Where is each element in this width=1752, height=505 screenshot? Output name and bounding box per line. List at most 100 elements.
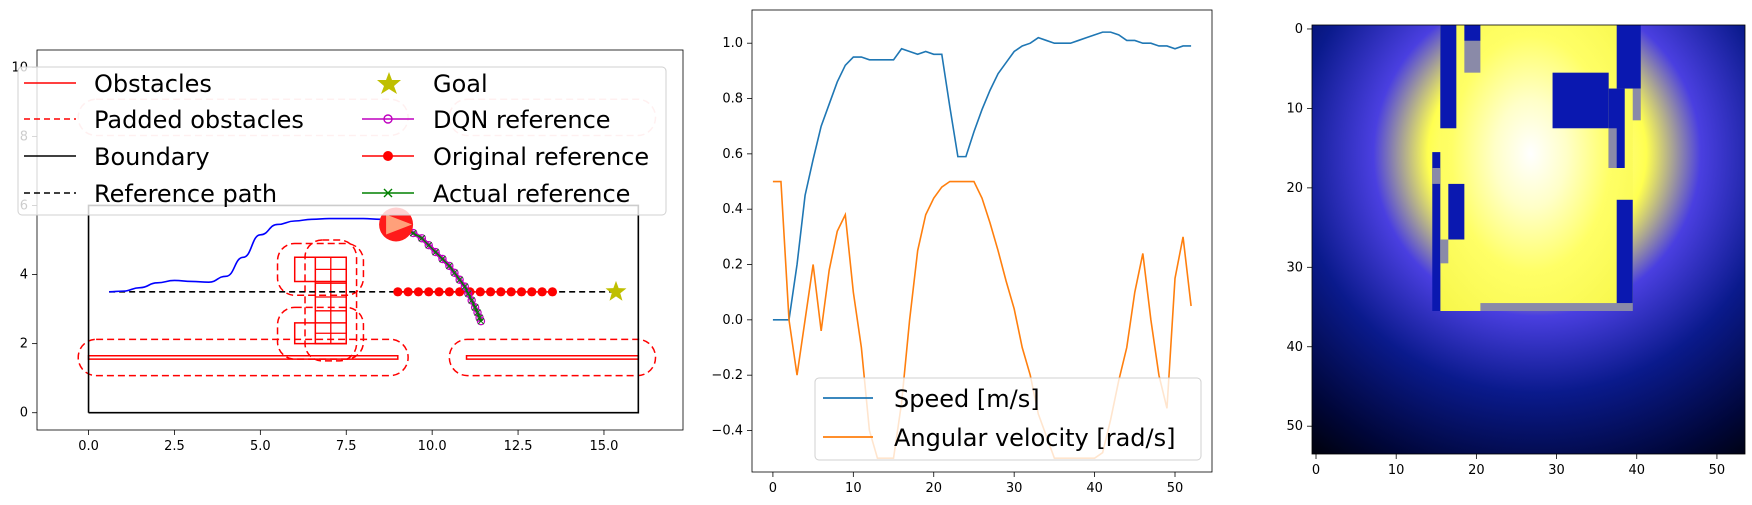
y-tick-label: 0.6 [722, 147, 743, 162]
actual-reference-point [445, 262, 453, 270]
y-ticks-2: −0.4 −0.2 0.0 0.2 0.4 0.6 0.8 1.0 [711, 36, 752, 439]
dqn-reference-point [476, 316, 486, 326]
legend-label: DQN reference [433, 106, 611, 134]
actual-reference-point [464, 290, 472, 297]
y-tick-label: 0.4 [722, 202, 743, 217]
legend-label: Goal [433, 70, 488, 98]
x-tick-label: 12.5 [504, 439, 533, 454]
x-tick-label: 40 [1628, 463, 1645, 478]
original-reference-point [424, 287, 434, 297]
padded-obstacle [304, 239, 358, 362]
actual-reference-point [418, 234, 426, 242]
y-tick-label: 50 [1286, 419, 1303, 434]
padded-obstacle [77, 338, 409, 377]
y-tick-label: 2 [20, 337, 28, 352]
actual-reference-point [439, 255, 446, 263]
obstacle-cell-block [1616, 199, 1633, 311]
dqn-reference-point [445, 261, 454, 271]
x-tick-label: 20 [1468, 463, 1485, 478]
heatmap-edge-cell [1432, 168, 1441, 184]
x-tick-label: 5.0 [250, 439, 271, 454]
original-reference-point [434, 287, 444, 297]
dqn-reference-point [464, 289, 473, 298]
original-reference-point [475, 287, 485, 297]
robot-heading-icon [386, 214, 413, 235]
y-tick-label: 4 [20, 268, 28, 283]
y-tick-label: 0.8 [722, 92, 743, 107]
x-tick-label: 7.5 [336, 439, 357, 454]
original-reference-point [444, 287, 454, 297]
original-reference-point [413, 287, 424, 297]
legend-label: Obstacles [94, 70, 212, 98]
x-tick-label: 20 [925, 481, 942, 496]
obstacle-cell-block [1464, 25, 1481, 41]
obstacle-cell-block [1432, 152, 1441, 311]
heatmap-cells [1432, 25, 1641, 311]
y-tick-label: −0.2 [711, 368, 743, 383]
x-tick-label: 0 [769, 481, 777, 496]
y-tick-label: 0 [1295, 22, 1303, 37]
padded-obstacle [448, 338, 657, 377]
legend-label: Padded obstacles [94, 106, 304, 134]
x-tick-label: 15.0 [589, 439, 618, 454]
heatmap-edge-cell [1480, 303, 1633, 311]
y-tick-label: 0 [20, 406, 28, 421]
axes-frame-3 [1311, 24, 1746, 455]
obstacle-cell-block [1552, 72, 1609, 129]
y-tick-label: 0.0 [722, 313, 743, 328]
dqn-reference-point [470, 303, 480, 312]
original-reference-point [496, 287, 506, 297]
dqn-reference-point [438, 254, 447, 264]
heatmap-edge-cell [1608, 128, 1617, 168]
legend-label: Boundary [94, 143, 210, 171]
legend-label: Reference path [94, 180, 277, 208]
x-ticks-2: 0 10 20 30 40 50 [769, 472, 1184, 496]
dqn-reference-point [431, 247, 440, 257]
original-reference-point [485, 287, 496, 297]
heatmap-edge-cell [1632, 88, 1641, 121]
trajectory [109, 217, 395, 293]
dqn-reference-point [455, 275, 464, 284]
x-tick-label: 30 [1548, 463, 1565, 478]
heatmap-edge-cell [1464, 40, 1481, 73]
actual-reference-point [451, 269, 458, 277]
speed-series-line [772, 31, 1192, 321]
actual-reference-point [474, 309, 481, 316]
x-ticks-3: 0 10 20 30 40 50 [1312, 454, 1725, 478]
legend-entry-padded: Padded obstacles [24, 106, 304, 134]
panel-map: 0.02.55.07.510.012.515.0 0246810 Obstacl… [11, 49, 684, 454]
goal-marker [605, 280, 627, 301]
y-tick-label: −0.4 [711, 424, 743, 439]
x-tick-label: 10.0 [418, 439, 447, 454]
dqn-reference-point [460, 282, 470, 291]
actual-reference-point [432, 248, 439, 256]
actual-reference-line [404, 227, 482, 322]
x-tick-label: 10 [845, 481, 862, 496]
legend-label: Original reference [433, 143, 649, 171]
legend-entry-dqn: DQN reference [362, 106, 611, 134]
x-tick-label: 2.5 [164, 439, 185, 454]
robot [379, 207, 414, 242]
x-ticks-1: 0.0 2.5 5.0 7.5 10.0 12.5 15.0 [78, 430, 618, 454]
legend-entry-goal: Goal [377, 70, 488, 98]
legend-entry-original: Original reference [362, 143, 649, 171]
actual-reference-point [476, 314, 483, 322]
x-tick-label: 50 [1167, 481, 1184, 496]
dqn-reference-point [417, 234, 427, 243]
obstacle-cell-block [1440, 25, 1457, 129]
obstacle-cell-block [1448, 183, 1465, 240]
dqn-reference-point [424, 240, 433, 250]
obstacle-cell-block [1616, 25, 1641, 89]
y-tick-label: 40 [1286, 340, 1303, 355]
legend-box-2 [814, 377, 1202, 461]
x-tick-label: 10 [1388, 463, 1405, 478]
star-icon [605, 280, 627, 301]
heatmap-edge-cell [1440, 239, 1449, 264]
y-tick-label: 1.0 [722, 36, 743, 51]
legend-entry-obstacles: Obstacles [24, 70, 212, 98]
angular-velocity-series-line [772, 180, 1192, 459]
original-reference-point [393, 287, 403, 297]
legend-label: Actual reference [433, 180, 630, 208]
original-reference-point [547, 287, 558, 297]
